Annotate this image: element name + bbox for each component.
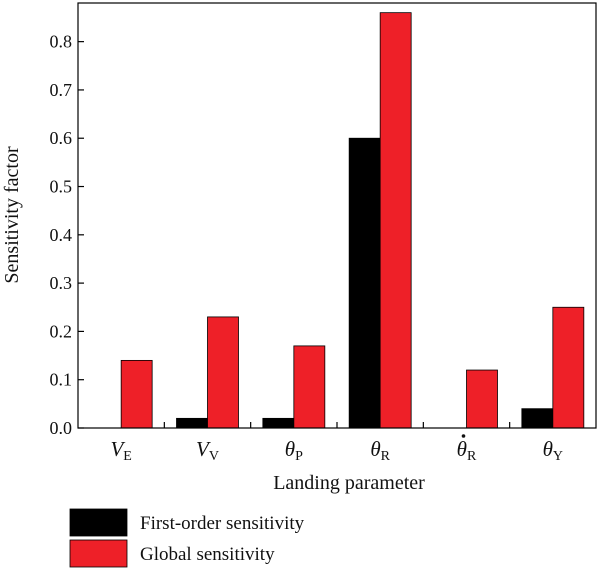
category-subscript: Y: [553, 449, 563, 464]
y-tick-label: 0.5: [50, 177, 73, 197]
plot-frame: [77, 2, 597, 429]
bar-global-2: [293, 345, 326, 429]
category-subscript: V: [209, 449, 219, 464]
bar-first-order-2: [262, 417, 295, 429]
x-category-label-2: θP: [285, 437, 303, 464]
bar-first-order-5: [521, 408, 554, 429]
plot-border: [77, 2, 597, 429]
y-axis-title: Sensitivity factor: [1, 146, 23, 284]
bars-layer: [120, 12, 585, 429]
bar-global-4: [466, 369, 498, 429]
category-symbol: V: [196, 437, 211, 461]
category-text: θR: [370, 437, 390, 464]
bar-global-1: [207, 316, 239, 429]
category-symbol: θ: [457, 437, 467, 461]
category-symbol: V: [110, 437, 125, 461]
bar-first-order-1: [176, 417, 208, 429]
category-text: θY: [543, 437, 563, 464]
category-symbol: θ: [543, 437, 553, 461]
x-category-label-4: θR: [457, 434, 477, 464]
y-tick-label: 0.3: [50, 273, 73, 293]
legend-swatch-1: [69, 539, 128, 568]
category-subscript: R: [381, 449, 391, 464]
y-tick-label: 0.2: [50, 321, 73, 341]
x-category-label-1: VV: [196, 437, 219, 464]
category-subscript: R: [467, 449, 477, 464]
category-text: VE: [110, 437, 131, 464]
x-category-label-5: θY: [543, 437, 563, 464]
y-tick-label: 0.8: [50, 32, 73, 52]
category-symbol: θ: [285, 437, 295, 461]
category-subscript: E: [123, 449, 132, 464]
y-tick-label: 0.1: [50, 370, 73, 390]
derivative-dot-icon: [461, 434, 466, 438]
category-text: VV: [196, 437, 219, 464]
x-axis-title: Landing parameter: [273, 472, 425, 494]
x-category-label-0: VE: [110, 437, 131, 464]
category-text: θR: [457, 437, 477, 464]
y-tick-label: 0.6: [50, 128, 73, 148]
bar-global-5: [552, 306, 585, 429]
y-tick-label: 0.4: [50, 225, 73, 245]
category-subscript: P: [295, 449, 303, 464]
bar-global-3: [379, 12, 412, 429]
legend: First-order sensitivity Global sensitivit…: [69, 508, 305, 568]
x-category-label-3: θR: [370, 437, 390, 464]
y-tick-label: 0.0: [50, 418, 73, 438]
x-axis-category-labels: VE VV θP θR θR θY: [110, 434, 563, 464]
bar-global-0: [120, 359, 153, 429]
y-tick-label: 0.7: [50, 80, 73, 100]
legend-label-0: First-order sensitivity: [140, 513, 305, 534]
legend-label-1: Global sensitivity: [140, 544, 275, 565]
bar-first-order-3: [348, 137, 381, 429]
legend-swatch-0: [69, 508, 128, 537]
category-text: θP: [285, 437, 303, 464]
category-symbol: θ: [370, 437, 380, 461]
y-axis-ticks: 0.0 0.1 0.2 0.3 0.4 0.5 0.6 0.7 0.8: [50, 32, 511, 438]
